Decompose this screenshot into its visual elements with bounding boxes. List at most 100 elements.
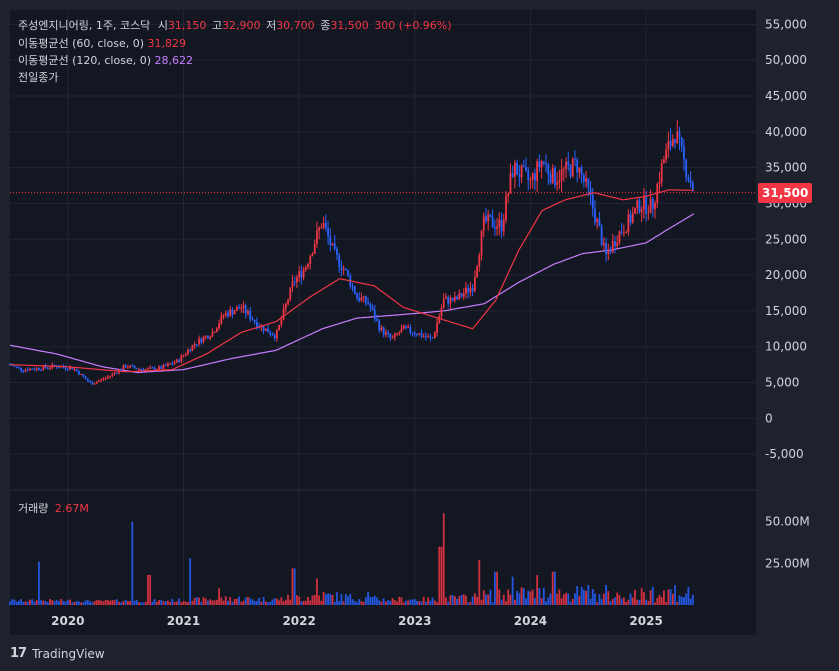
- candle-body: [654, 202, 656, 209]
- volume-bar: [11, 599, 14, 605]
- candle-body: [42, 365, 45, 370]
- volume-bar: [84, 600, 87, 605]
- volume-bar: [409, 599, 412, 605]
- candle-body: [280, 319, 283, 325]
- candle-body: [467, 287, 470, 293]
- volume-bar: [509, 594, 512, 605]
- candle-body: [15, 366, 18, 368]
- candle-body: [485, 216, 487, 222]
- candle-body: [676, 131, 679, 143]
- volume-bar: [536, 575, 539, 605]
- volume-legend[interactable]: 거래량 2.67M: [18, 501, 89, 517]
- symbol-legend[interactable]: 주성엔지니어링, 1주, 코스닥 시31,150 고32,900 저30,700…: [18, 18, 452, 34]
- price-tick-label: 0: [765, 411, 773, 425]
- volume-bar: [311, 595, 314, 605]
- volume-bar: [195, 597, 198, 605]
- candle-body: [691, 182, 694, 191]
- volume-bar: [362, 601, 365, 605]
- volume-bar: [418, 601, 421, 605]
- candle-body: [322, 222, 325, 228]
- volume-bar: [60, 598, 63, 605]
- volume-bar: [576, 586, 579, 605]
- volume-bar: [440, 546, 443, 605]
- price-tick-label: 40,000: [765, 125, 807, 139]
- price-axis[interactable]: 55,00050,00045,00040,00035,00030,00025,0…: [765, 17, 807, 461]
- volume-bar: [405, 600, 407, 605]
- volume-bar: [124, 599, 127, 605]
- candle-body: [356, 293, 358, 298]
- candle-body: [215, 328, 218, 332]
- candle-body: [276, 330, 278, 339]
- volume-bar: [398, 596, 401, 605]
- candle-body: [296, 277, 298, 283]
- time-tick-label: 2025: [629, 614, 662, 628]
- volume-bar: [456, 598, 458, 605]
- volume-bar: [280, 597, 283, 605]
- prev-close-label[interactable]: 전일종가: [18, 71, 59, 84]
- volume-bar: [356, 602, 358, 605]
- candle-body: [582, 174, 585, 182]
- candle-body: [38, 367, 40, 370]
- candle-body: [336, 248, 338, 255]
- volume-bar: [220, 597, 223, 605]
- candle-body: [453, 296, 456, 301]
- volume-bar: [324, 593, 327, 605]
- volume-bar: [260, 601, 263, 605]
- volume-label[interactable]: 거래량: [18, 502, 49, 515]
- candle-body: [565, 161, 567, 170]
- candle-body: [84, 376, 87, 380]
- volume-bar: [55, 599, 58, 605]
- candle-body: [46, 367, 49, 369]
- brand-logo[interactable]: 17 TradingView: [10, 646, 105, 661]
- candle-body: [396, 333, 398, 335]
- candle-body: [100, 379, 103, 381]
- candle-body: [625, 232, 628, 234]
- candle-body: [33, 369, 36, 371]
- volume-bar: [516, 590, 519, 605]
- ma60-legend[interactable]: 이동평균선 (60, close, 0) 31,829: [18, 36, 186, 52]
- ma120-label[interactable]: 이동평균선 (120, close, 0): [18, 54, 151, 67]
- candle-body: [13, 365, 16, 367]
- volume-bar: [389, 600, 392, 605]
- candle-body: [126, 367, 129, 369]
- candle-body: [658, 182, 661, 185]
- candle-body: [436, 322, 438, 333]
- candle-body: [518, 174, 521, 178]
- volume-bar: [373, 595, 376, 605]
- volume-bar: [122, 601, 125, 605]
- volume-bar: [631, 597, 634, 605]
- candle-body: [251, 319, 254, 321]
- candle-body: [222, 315, 225, 317]
- volume-bar: [133, 600, 136, 605]
- candle-body: [353, 286, 356, 294]
- candle-body: [522, 165, 525, 168]
- candle-body: [587, 178, 590, 188]
- volume-bar: [284, 599, 287, 605]
- ma120-legend[interactable]: 이동평균선 (120, close, 0) 28,622: [18, 53, 193, 69]
- candle-body: [66, 368, 69, 370]
- volume-bar: [184, 601, 187, 605]
- volume-bar: [433, 600, 436, 605]
- candle-body: [473, 277, 476, 292]
- candle-body: [405, 325, 407, 328]
- symbol-title[interactable]: 주성엔지니어링, 1주, 코스닥: [18, 19, 151, 32]
- volume-bar: [478, 560, 481, 605]
- ma60-label[interactable]: 이동평균선 (60, close, 0): [18, 37, 144, 50]
- candle-body: [273, 335, 276, 339]
- candle-body: [17, 366, 20, 368]
- prev-close-legend[interactable]: 전일종가: [18, 70, 58, 86]
- time-axis[interactable]: 2020 2021 2022 2023 2024 2025: [51, 614, 663, 628]
- volume-bar: [9, 601, 11, 605]
- volume-bar: [64, 601, 67, 605]
- candle-body: [202, 337, 205, 343]
- candle-body: [313, 244, 316, 254]
- volume-bar: [580, 586, 583, 605]
- volume-axis[interactable]: 50.00M 25.00M: [765, 515, 810, 571]
- candle-body: [598, 219, 601, 227]
- candle-body: [616, 242, 619, 247]
- volume-bar: [58, 601, 60, 605]
- candle-body: [40, 369, 43, 371]
- volume-bar: [31, 599, 34, 605]
- close-value: 31,500: [330, 19, 369, 32]
